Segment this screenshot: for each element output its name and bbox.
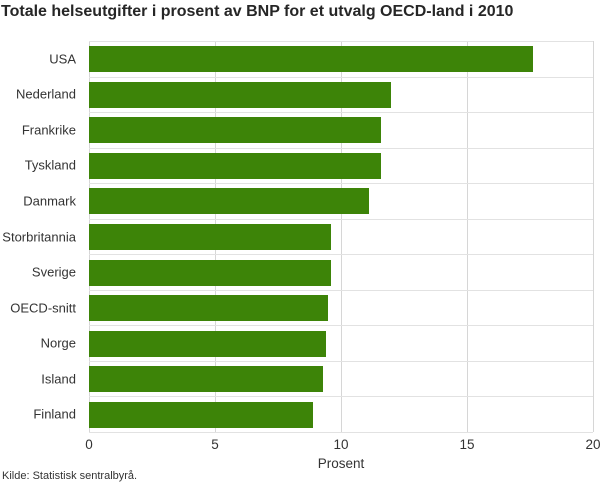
- chart-row: [89, 183, 593, 219]
- chart-row: [89, 112, 593, 148]
- x-axis-tick-labels: 0 5 10 15 20: [85, 437, 600, 453]
- x-tick-label: 0: [85, 437, 93, 452]
- chart-row: [89, 76, 593, 113]
- vertical-gridline: [466, 41, 468, 432]
- category-label: Frankrike: [21, 122, 76, 138]
- x-tick-label: 5: [211, 437, 219, 452]
- bar-oecd-snitt: [89, 295, 329, 322]
- category-label: Island: [41, 371, 76, 387]
- chart-row: [89, 147, 593, 184]
- vertical-gridline: [592, 41, 594, 432]
- chart-row: [89, 41, 593, 77]
- category-label: Storbritannia: [2, 229, 76, 244]
- vertical-gridline: [340, 41, 342, 432]
- bar-finland: [89, 401, 314, 428]
- x-axis-title: Prosent: [317, 456, 365, 471]
- bar-island: [89, 366, 324, 393]
- bar-frankrike: [89, 117, 382, 144]
- bar-sverige: [89, 259, 331, 286]
- category-label: Finland: [33, 406, 76, 422]
- x-tick-label: 10: [333, 437, 349, 452]
- bar-usa: [89, 46, 533, 73]
- chart-row: [89, 396, 593, 432]
- bar-norge: [89, 330, 326, 357]
- chart-title: Totale helseutgifter i prosent av BNP fo…: [1, 3, 514, 20]
- category-label: Sverige: [31, 264, 76, 280]
- category-label: Norge: [40, 335, 76, 351]
- chart-row: [89, 289, 593, 326]
- category-label: Nederland: [16, 86, 76, 102]
- category-label: Tyskland: [24, 157, 76, 173]
- category-label: Danmark: [23, 193, 76, 209]
- bar-danmark: [89, 188, 369, 215]
- chart-row: [89, 360, 593, 397]
- category-label: OECD-snitt: [10, 300, 76, 316]
- plot-area: [88, 41, 594, 433]
- chart-row: [89, 218, 593, 255]
- chart-row: [89, 325, 593, 361]
- chart-row: [89, 254, 593, 290]
- category-label: USA: [49, 51, 76, 67]
- y-axis-category-labels: USA Nederland Frankrike Tyskland Danmark Stor…: [0, 41, 83, 432]
- source-note: Kilde: Statistisk sentralbyrå.: [2, 470, 138, 482]
- bar-storbritannia: [89, 223, 331, 250]
- bar-tyskland: [89, 152, 382, 179]
- x-tick-label: 20: [585, 437, 601, 452]
- bar-nederland: [89, 81, 392, 108]
- x-tick-label: 15: [459, 437, 475, 452]
